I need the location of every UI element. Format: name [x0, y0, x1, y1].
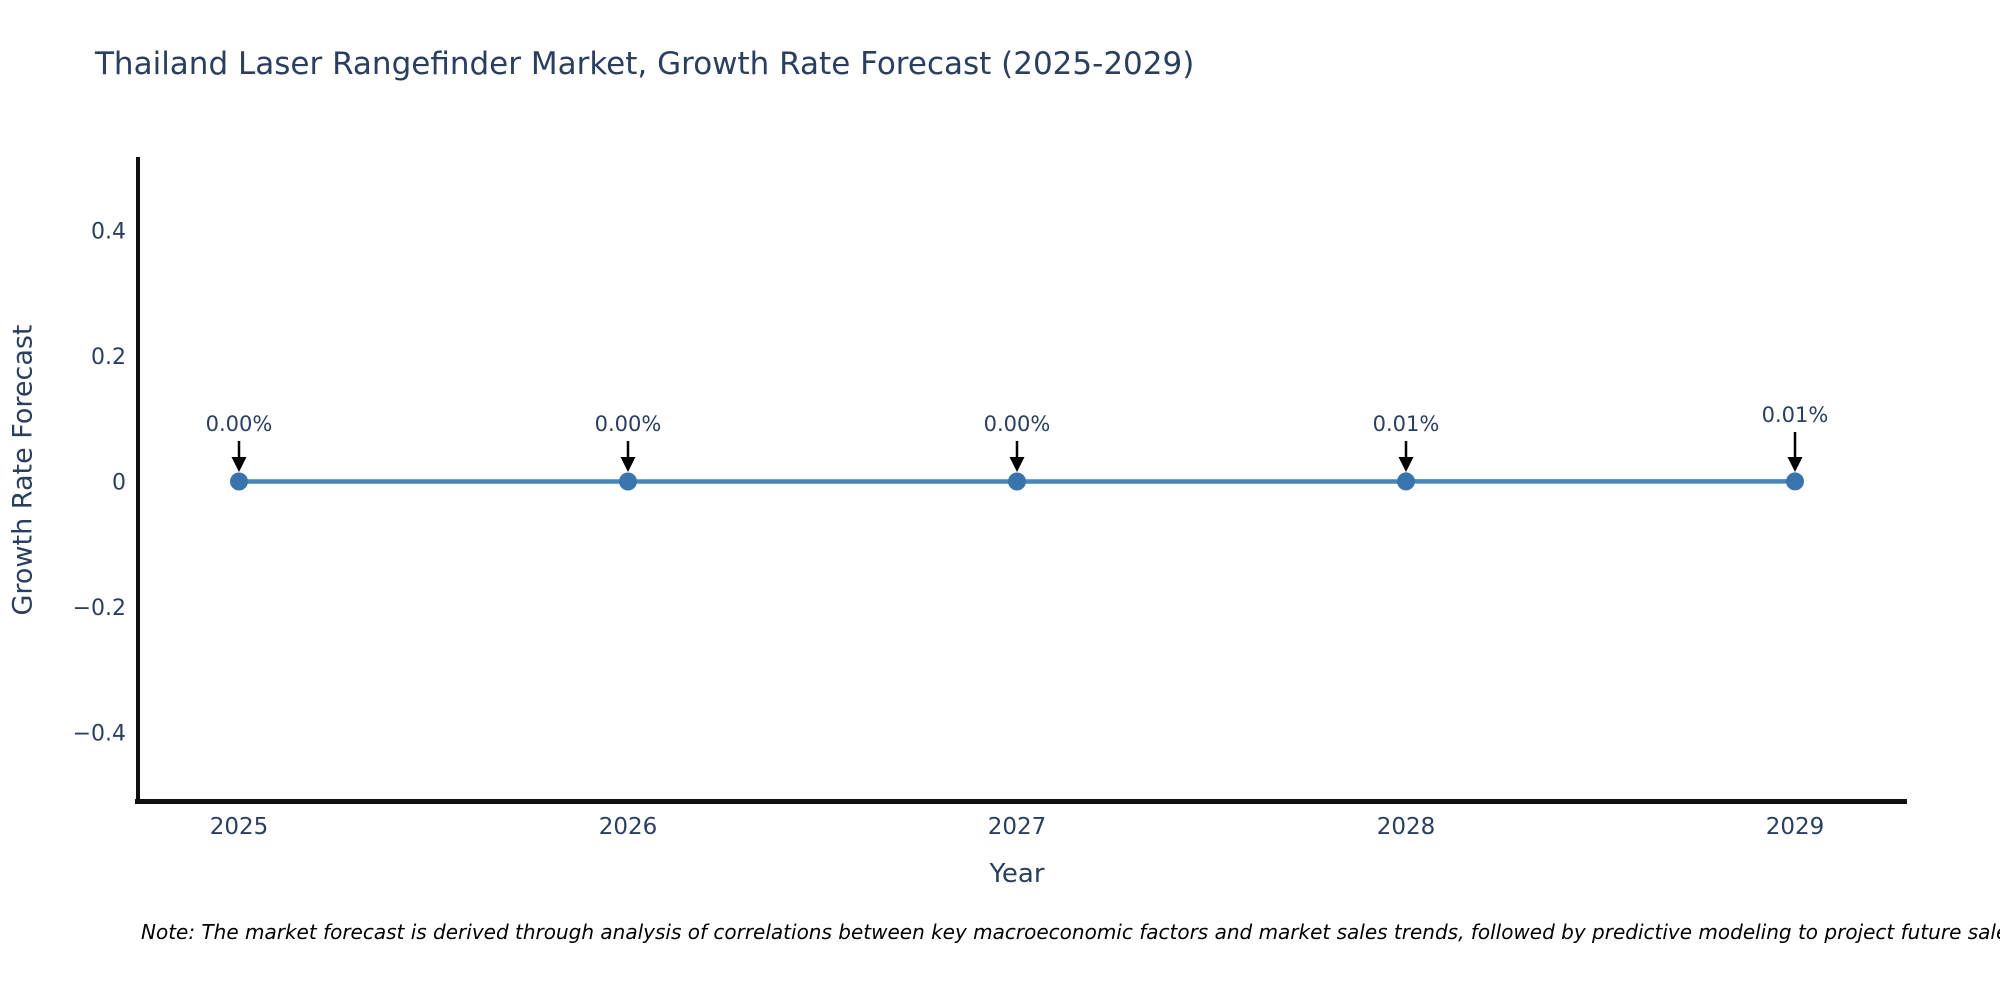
x-tick-label: 2027: [988, 814, 1047, 840]
y-tick-label: −0.2: [73, 596, 126, 621]
point-label: 0.00%: [206, 412, 273, 436]
data-point[interactable]: [1008, 472, 1026, 491]
annotation-arrowhead: [620, 457, 636, 472]
y-tick-label: −0.4: [73, 721, 126, 746]
chart-title: Thailand Laser Rangefinder Market, Growt…: [95, 46, 1195, 82]
data-point[interactable]: [230, 472, 248, 491]
y-tick-label: 0.4: [91, 220, 126, 245]
point-annotations: 0.00% 0.00% 0.00% 0.01% 0.01%: [206, 403, 1829, 472]
y-tick-label: 0: [112, 471, 126, 496]
data-series: [230, 472, 1804, 491]
footnote: Note: The market forecast is derived thr…: [141, 920, 2000, 944]
x-tick-labels: 2025 2026 2027 2028 2029: [210, 814, 1825, 840]
x-axis-title: Year: [989, 859, 1045, 889]
point-label: 0.00%: [984, 412, 1051, 436]
y-tick-label: 0.2: [91, 345, 126, 370]
data-point[interactable]: [619, 472, 637, 491]
data-point[interactable]: [1397, 472, 1415, 491]
x-tick-label: 2025: [210, 814, 269, 840]
data-point[interactable]: [1786, 472, 1804, 491]
x-tick-label: 2029: [1766, 814, 1825, 840]
x-tick-label: 2028: [1377, 814, 1436, 840]
annotation-arrowhead: [1787, 457, 1803, 472]
point-label: 0.00%: [595, 412, 662, 436]
annotation-arrowhead: [231, 457, 247, 472]
annotation-arrowhead: [1398, 457, 1414, 472]
point-label: 0.01%: [1373, 412, 1440, 436]
point-label: 0.01%: [1762, 403, 1829, 427]
x-tick-label: 2026: [599, 814, 658, 840]
annotation-arrowhead: [1009, 457, 1025, 472]
y-tick-labels: 0.4 0.2 0 −0.2 −0.4: [73, 220, 126, 747]
